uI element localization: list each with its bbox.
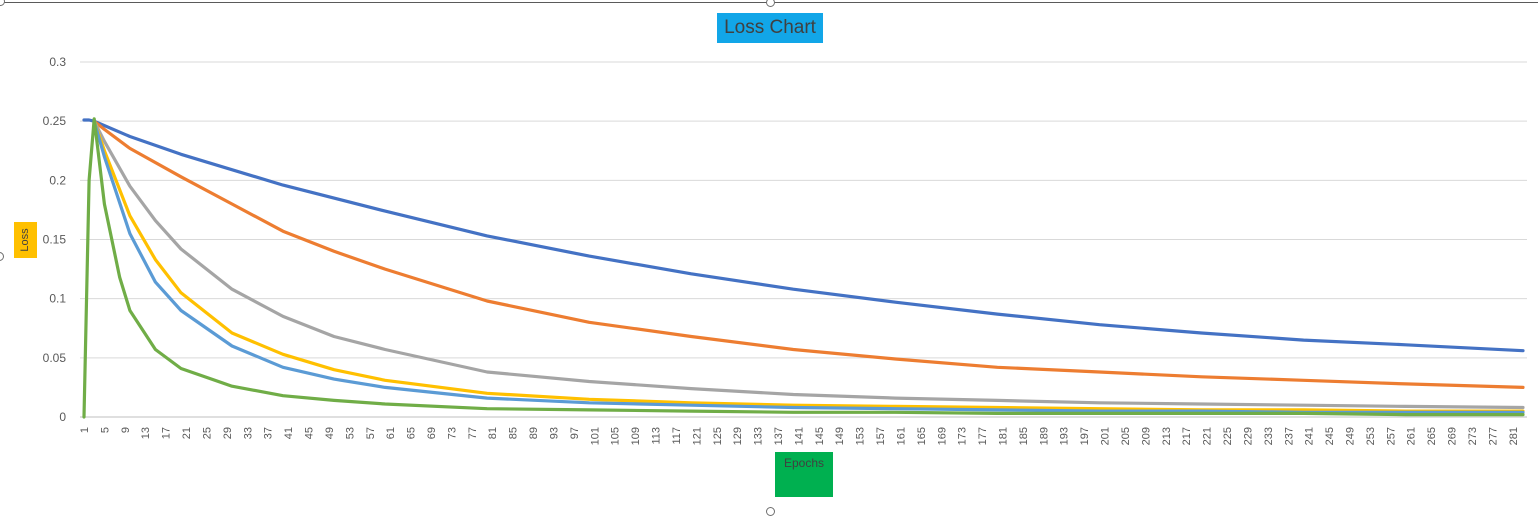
x-tick-label: 161 <box>895 427 907 445</box>
y-tick-label: 0.05 <box>43 351 67 365</box>
x-tick-label: 21 <box>181 427 193 439</box>
x-tick-label: 33 <box>242 427 254 439</box>
x-tick-label: 265 <box>1426 427 1438 445</box>
x-tick-label: 261 <box>1406 427 1418 445</box>
x-tick-label: 173 <box>957 427 969 445</box>
x-tick-label: 221 <box>1202 427 1214 445</box>
x-tick-label: 105 <box>610 427 622 445</box>
x-tick-label: 145 <box>814 427 826 445</box>
x-tick-label: 41 <box>283 427 295 439</box>
x-tick-label: 117 <box>671 427 683 445</box>
x-tick-label: 177 <box>977 427 989 445</box>
x-tick-label: 197 <box>1079 427 1091 445</box>
x-tick-label: 181 <box>998 427 1010 445</box>
y-tick-label: 0 <box>59 410 66 424</box>
x-tick-label: 25 <box>201 427 213 439</box>
x-tick-label: 13 <box>140 427 152 439</box>
x-tick-label: 277 <box>1487 427 1499 445</box>
series-line-2[interactable] <box>92 119 1525 389</box>
x-tick-label: 269 <box>1447 427 1459 445</box>
x-tick-label: 165 <box>916 427 928 445</box>
x-tick-label: 169 <box>936 427 948 445</box>
x-tick-label: 137 <box>773 427 785 445</box>
x-tick-label: 85 <box>508 427 520 439</box>
y-axis-tick-labels: 0 0.05 0.1 0.15 0.2 0.25 0.3 <box>43 55 67 424</box>
x-tick-label: 1 <box>79 427 91 433</box>
series-line-6[interactable] <box>82 117 1525 419</box>
x-tick-label: 249 <box>1345 427 1357 445</box>
x-tick-label: 121 <box>691 427 703 445</box>
x-tick-label: 253 <box>1365 427 1377 445</box>
chart-title: Loss Chart <box>724 17 816 38</box>
y-tick-label: 0.1 <box>49 292 66 306</box>
x-tick-label: 93 <box>548 427 560 439</box>
x-tick-label: 229 <box>1242 427 1254 445</box>
x-axis-title: Epochs <box>783 456 825 470</box>
x-tick-label: 9 <box>120 427 132 433</box>
chart-title-box: Loss Chart <box>717 13 823 43</box>
y-tick-label: 0.3 <box>49 55 66 69</box>
x-tick-label: 113 <box>651 427 663 445</box>
x-tick-label: 141 <box>793 427 805 445</box>
y-tick-label: 0.15 <box>43 233 67 247</box>
x-tick-label: 133 <box>753 427 765 445</box>
x-tick-label: 225 <box>1222 427 1234 445</box>
series-line-1[interactable] <box>82 118 1525 353</box>
x-tick-label: 193 <box>1059 427 1071 445</box>
resize-handle-top-left[interactable] <box>0 0 5 6</box>
x-tick-label: 57 <box>365 427 377 439</box>
x-tick-label: 97 <box>569 427 581 439</box>
x-tick-label: 245 <box>1324 427 1336 445</box>
x-tick-label: 189 <box>1038 427 1050 445</box>
x-tick-label: 241 <box>1304 427 1316 445</box>
x-tick-label: 49 <box>324 427 336 439</box>
x-tick-label: 81 <box>487 427 499 439</box>
x-tick-label: 157 <box>875 427 887 445</box>
x-tick-label: 149 <box>834 427 846 445</box>
x-tick-label: 73 <box>446 427 458 439</box>
x-tick-label: 257 <box>1385 427 1397 445</box>
x-axis-tick-labels: 1 5 9 13 17 21 25 29 33 37 41 45 49 53 57 61 65 69 73 77 81 8… <box>79 427 1520 445</box>
x-tick-label: 185 <box>1018 427 1030 445</box>
x-tick-label: 273 <box>1467 427 1479 445</box>
x-tick-label: 101 <box>589 427 601 445</box>
gridlines <box>80 61 1527 418</box>
x-tick-label: 37 <box>263 427 275 439</box>
x-tick-label: 17 <box>161 427 173 439</box>
series-line-4[interactable] <box>92 119 1525 413</box>
x-tick-label: 237 <box>1283 427 1295 445</box>
series-line-5[interactable] <box>92 119 1525 414</box>
x-tick-label: 89 <box>528 427 540 439</box>
x-tick-label: 281 <box>1508 427 1520 445</box>
x-tick-label: 65 <box>406 427 418 439</box>
x-tick-label: 129 <box>732 427 744 445</box>
x-tick-label: 153 <box>855 427 867 445</box>
x-tick-label: 45 <box>304 427 316 439</box>
x-tick-label: 77 <box>467 427 479 439</box>
x-tick-label: 69 <box>426 427 438 439</box>
x-tick-label: 53 <box>344 427 356 439</box>
x-tick-label: 201 <box>1100 427 1112 445</box>
resize-handle-top[interactable] <box>766 0 775 7</box>
series-line-3[interactable] <box>92 119 1525 410</box>
x-tick-label: 125 <box>712 427 724 445</box>
x-tick-label: 209 <box>1140 427 1152 445</box>
y-axis-title-box: Loss <box>14 222 37 258</box>
series-lines <box>82 117 1525 419</box>
y-axis-title: Loss <box>19 228 31 252</box>
x-tick-label: 205 <box>1120 427 1132 445</box>
x-tick-label: 109 <box>630 427 642 445</box>
x-tick-label: 233 <box>1263 427 1275 445</box>
x-tick-label: 61 <box>385 427 397 439</box>
x-tick-label: 217 <box>1181 427 1193 445</box>
x-tick-label: 213 <box>1161 427 1173 445</box>
x-tick-label: 29 <box>222 427 234 439</box>
x-axis-title-box: Epochs <box>775 452 833 497</box>
x-tick-label: 5 <box>99 427 111 433</box>
y-tick-label: 0.2 <box>49 173 66 187</box>
y-tick-label: 0.25 <box>43 114 67 128</box>
